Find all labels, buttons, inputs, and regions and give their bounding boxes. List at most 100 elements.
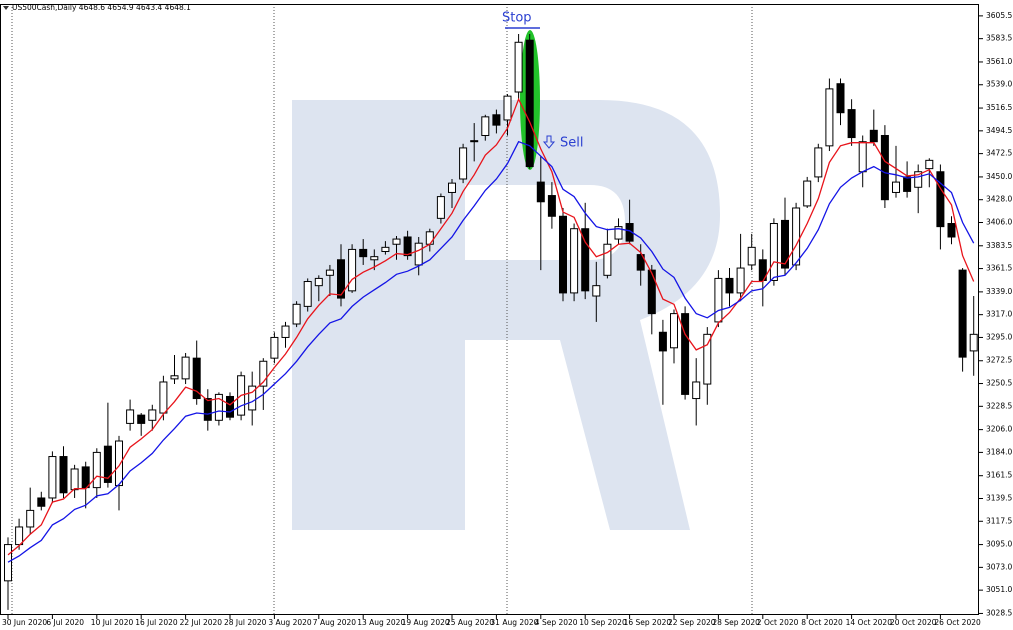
- header-title: US500Cash,Daily 4648.6 4654.9 4643.4 464…: [12, 3, 191, 12]
- y-tick-label: 3516.5: [986, 103, 1012, 112]
- candle-body: [59, 456, 68, 494]
- candle-body: [969, 333, 978, 352]
- candle-body: [736, 267, 745, 294]
- x-tick-label: 25 Aug 2020: [446, 618, 494, 627]
- watermark: [292, 100, 720, 530]
- candle-body: [115, 440, 123, 487]
- marks: [4, 33, 978, 610]
- candle-body: [958, 269, 967, 358]
- y-tick-label: 3428.0: [986, 195, 1012, 204]
- y-tick-label: 3184.0: [986, 447, 1012, 456]
- y-tick-label: 3361.5: [986, 264, 1012, 273]
- candle-body: [159, 381, 168, 414]
- y-tick-label: 3051.0: [986, 585, 1012, 594]
- y-tick-label: 3139.5: [986, 493, 1012, 502]
- x-tick-label: 22 Jul 2020: [180, 618, 223, 627]
- x-tick-label: 13 Aug 2020: [357, 618, 405, 627]
- candle-body: [37, 497, 46, 507]
- candle-body: [214, 393, 223, 421]
- candle-body: [525, 39, 534, 168]
- candle-body: [592, 285, 601, 297]
- moving-average-line: [7, 140, 975, 563]
- candle-body: [947, 223, 956, 238]
- candle-body: [714, 277, 723, 323]
- candle-body: [92, 451, 101, 489]
- candle-body: [559, 215, 567, 294]
- candle-body: [658, 331, 667, 352]
- y-tick-label: 3073.0: [986, 562, 1012, 571]
- candle-body: [103, 445, 112, 483]
- candle-body: [547, 195, 556, 217]
- candle-body: [681, 313, 690, 395]
- candle-body: [492, 114, 501, 126]
- candle-body: [636, 254, 645, 271]
- x-tick-label: 10 Sep 2020: [579, 618, 627, 627]
- candle-body: [647, 269, 656, 315]
- x-tick-label: 10 Jul 2020: [91, 618, 134, 627]
- candle-body: [425, 231, 434, 245]
- candle-body: [570, 228, 579, 294]
- candle-body: [769, 223, 778, 281]
- candle-body: [314, 277, 323, 287]
- y-tick-label: 3339.0: [986, 287, 1012, 296]
- y-tick-label: 3250.5: [986, 379, 1012, 388]
- candle-body: [747, 246, 756, 266]
- x-tick-label: 28 Sep 2020: [712, 618, 760, 627]
- candle-body: [892, 181, 900, 193]
- candle-body: [814, 147, 823, 178]
- plot-frame: [0, 4, 979, 615]
- candle-body: [392, 238, 401, 245]
- candle-body: [603, 243, 612, 276]
- candle-body: [403, 236, 412, 257]
- candle-body: [170, 375, 179, 380]
- candle-body: [825, 88, 834, 147]
- y-tick-label: 3472.5: [986, 149, 1012, 158]
- moving-average-line: [7, 97, 975, 556]
- candle-body: [725, 277, 734, 294]
- candle-body: [281, 325, 290, 338]
- x-tick-label: 7 Aug 2020: [313, 618, 356, 627]
- candle-body: [581, 228, 590, 292]
- candle-body: [436, 196, 445, 219]
- candle-body: [370, 256, 379, 261]
- sell-arrow: [542, 135, 556, 149]
- x-tick-label: 4 Sep 2020: [535, 618, 578, 627]
- candle-body: [925, 159, 934, 170]
- y-tick-label: 3095.0: [986, 540, 1012, 549]
- candle-body: [26, 509, 35, 528]
- y-tick-label: 3317.0: [986, 310, 1012, 319]
- candle-body: [869, 129, 878, 143]
- y-tick-label: 3539.0: [986, 80, 1012, 89]
- header-icon: [3, 6, 9, 10]
- y-tick-label: 3583.5: [986, 34, 1012, 43]
- candle-body: [226, 395, 234, 418]
- y-tick-label: 3272.5: [986, 356, 1012, 365]
- x-tick-label: 31 Aug 2020: [490, 618, 538, 627]
- candle-body: [781, 219, 789, 269]
- x-tick-label: 28 Jul 2020: [224, 618, 267, 627]
- candle-body: [292, 303, 301, 325]
- candle-body: [4, 544, 12, 582]
- y-tick-label: 3228.5: [986, 401, 1012, 410]
- candle-body: [470, 140, 479, 143]
- y-tick-label: 3605.5: [986, 11, 1012, 20]
- candle-body: [448, 182, 456, 193]
- watermark-logo: [292, 100, 720, 530]
- candle-body: [148, 409, 157, 421]
- y-tick-label: 3450.0: [986, 172, 1012, 181]
- x-tick-label: 2 Oct 2020: [757, 618, 799, 627]
- candle-body: [414, 242, 423, 266]
- candle-body: [481, 116, 490, 136]
- y-tick-label: 3406.0: [986, 217, 1012, 226]
- candle-body: [381, 246, 390, 252]
- candle-body: [847, 109, 856, 139]
- candle-body: [503, 95, 512, 121]
- y-tick-label: 3383.5: [986, 241, 1012, 250]
- y-tick-label: 3295.0: [986, 332, 1012, 341]
- candle-body: [536, 181, 545, 203]
- candle-body: [459, 147, 468, 180]
- candle-body: [614, 226, 623, 240]
- candle-body: [15, 526, 24, 546]
- candle-body: [325, 269, 334, 276]
